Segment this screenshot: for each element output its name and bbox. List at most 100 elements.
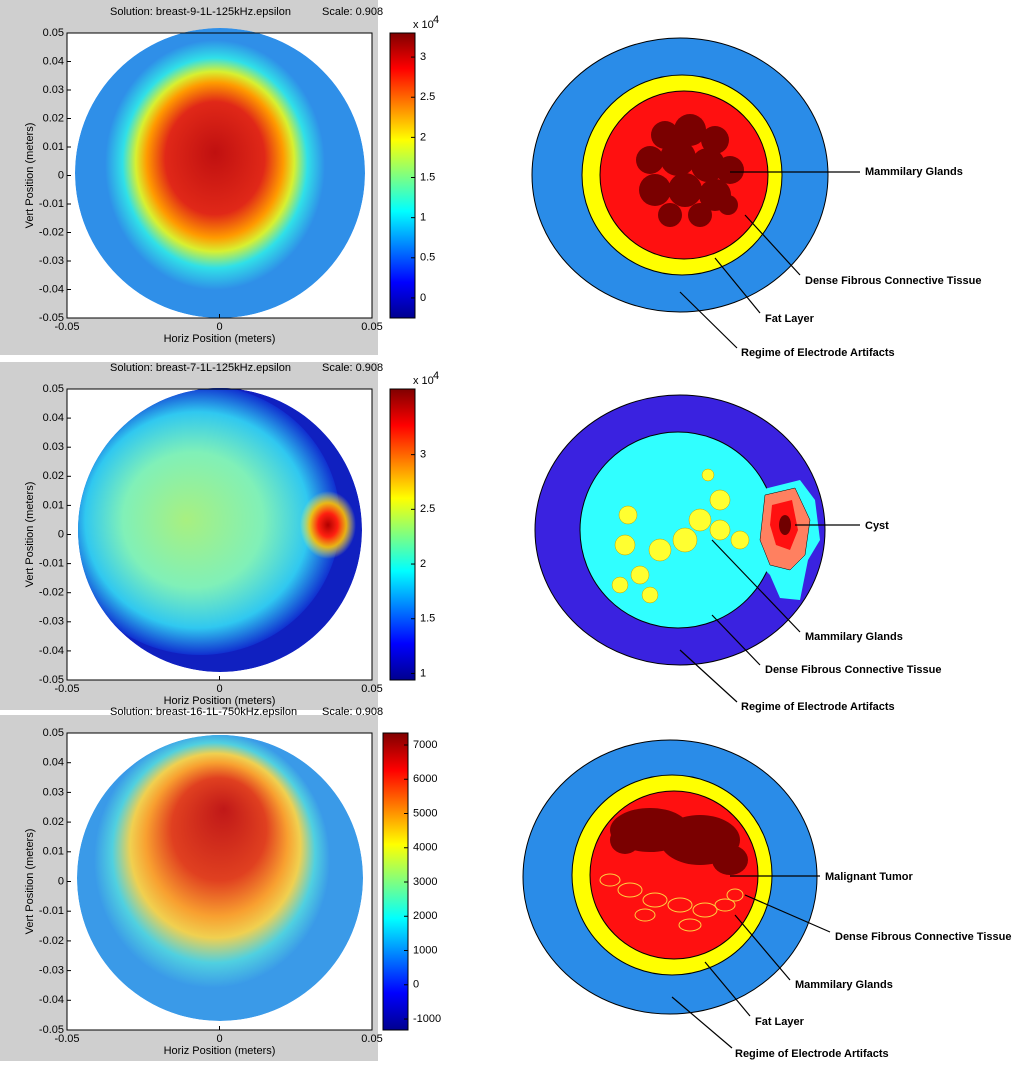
chart-subtitle: Scale: 0.908	[322, 6, 383, 18]
leader	[711, 614, 761, 666]
label: Mammilary Glands	[795, 979, 893, 991]
colorbar-tick-label: 1	[420, 667, 426, 679]
plots: -0.05 0 0.05 -0.05 -0.04 -0.03 -0.02 -0.01 0 0.01…	[24, 6, 441, 1057]
leader	[679, 291, 738, 349]
colorbar-tick-label: 2.5	[420, 503, 435, 515]
y-tick-label: 0.04	[43, 757, 64, 769]
label: Mammilary Glands	[805, 631, 903, 643]
colorbar-multiplier: x 10	[413, 19, 434, 31]
tumor	[610, 808, 748, 875]
label: Dense Fibrous Connective Tissue	[765, 664, 941, 676]
colorbar-tick-label: 2.5	[420, 91, 435, 103]
colorbar-multiplier: x 10	[413, 375, 434, 387]
field-core	[94, 735, 330, 988]
y-tick-label: 0.02	[43, 470, 64, 482]
label: Fat Layer	[765, 313, 815, 325]
label: Malignant Tumor	[825, 871, 914, 883]
colorbar-tick-label: 0.5	[420, 252, 435, 264]
heatmap-field	[78, 388, 362, 672]
leader	[744, 894, 831, 933]
x-tick-label: 0	[216, 683, 222, 695]
label: Mammilary Glands	[865, 166, 963, 178]
x-tick-label: 0	[216, 321, 222, 333]
leader	[671, 996, 733, 1049]
field-core	[78, 388, 340, 655]
cyst-core	[779, 515, 791, 535]
colorbar-tick-label: 7000	[413, 739, 437, 751]
x-axis-label: Horiz Position (meters)	[164, 1045, 276, 1057]
heatmap-field	[75, 28, 365, 318]
y-tick-label: -0.05	[39, 674, 64, 686]
diagram: Mammilary Glands Dense Fibrous Connectiv…	[531, 37, 981, 359]
label: Fat Layer	[755, 1016, 805, 1028]
colorbar-tick-label: -1000	[413, 1013, 441, 1025]
x-tick-label: -0.05	[54, 321, 79, 333]
y-tick-label: 0.01	[43, 499, 64, 511]
y-tick-label: 0.05	[43, 383, 64, 395]
y-tick-label: 0.03	[43, 441, 64, 453]
y-tick-label: 0.03	[43, 786, 64, 798]
colorbar-tick-label: 0	[413, 979, 419, 991]
y-tick-label: 0.01	[43, 846, 64, 858]
diagram: Cyst Mammilary Glands Dense Fibrous Conn…	[534, 394, 941, 713]
heatmap-field	[77, 735, 363, 1021]
y-tick-label: 0	[58, 875, 64, 887]
field-spot	[300, 491, 356, 559]
label: Dense Fibrous Connective Tissue	[835, 931, 1011, 943]
chart-title: Solution: breast-7-1L-125kHz.epsilon	[110, 362, 291, 374]
x-tick-label: -0.05	[54, 1033, 79, 1045]
x-tick-label: 0.05	[361, 321, 382, 333]
y-axis-label: Vert Position (meters)	[24, 482, 36, 588]
y-tick-label: -0.01	[39, 558, 64, 570]
colorbar-tick-label: 0	[420, 292, 426, 304]
y-tick-label: -0.03	[39, 255, 64, 267]
diagram: Malignant Tumor Dense Fibrous Connective…	[522, 739, 1011, 1060]
colorbar	[389, 32, 416, 319]
leader	[714, 257, 761, 314]
leader	[734, 914, 791, 981]
y-tick-label: -0.02	[39, 935, 64, 947]
y-tick-label: -0.05	[39, 312, 64, 324]
label: Dense Fibrous Connective Tissue	[805, 275, 981, 287]
colorbar-exponent: 4	[433, 14, 439, 26]
y-tick-label: -0.04	[39, 283, 64, 295]
y-tick-label: 0.02	[43, 112, 64, 124]
colorbar-tick-label: 1.5	[420, 171, 435, 183]
colorbar-exponent: 4	[433, 370, 439, 382]
label: Regime of Electrode Artifacts	[735, 1048, 889, 1060]
y-tick-label: -0.05	[39, 1024, 64, 1036]
y-tick-label: 0.02	[43, 816, 64, 828]
x-axis-label: Horiz Position (meters)	[164, 333, 276, 345]
colorbar-tick-label: 3000	[413, 876, 437, 888]
chart-subtitle: Scale: 0.908	[322, 362, 383, 374]
y-tick-label: 0.04	[43, 55, 64, 67]
colorbar-tick-label: 3	[420, 51, 426, 63]
colorbar-tick-label: 4000	[413, 842, 437, 854]
chart-title: Solution: breast-16-1L-750kHz.epsilon	[110, 706, 297, 718]
leader	[744, 214, 801, 276]
x-tick-label: -0.05	[54, 683, 79, 695]
colorbar-tick-label: 1	[420, 212, 426, 224]
chart-subtitle: Scale: 0.908	[322, 706, 383, 718]
y-tick-label: -0.02	[39, 226, 64, 238]
field-core	[105, 40, 325, 290]
colorbar-tick-label: 1.5	[420, 613, 435, 625]
y-tick-label: 0.05	[43, 727, 64, 739]
y-tick-label: 0	[58, 169, 64, 181]
x-tick-label: 0.05	[361, 683, 382, 695]
y-axis-label: Vert Position (meters)	[24, 123, 36, 229]
colorbar-tick-label: 1000	[413, 944, 437, 956]
y-tick-label: -0.04	[39, 645, 64, 657]
x-axis-label: Horiz Position (meters)	[164, 695, 276, 707]
glands	[611, 468, 750, 604]
x-tick-label: 0	[216, 1033, 222, 1045]
y-tick-label: -0.02	[39, 587, 64, 599]
colorbar-tick-label: 2000	[413, 910, 437, 922]
y-tick-label: 0.04	[43, 412, 64, 424]
y-tick-label: -0.01	[39, 905, 64, 917]
colorbar-tick-label: 3	[420, 449, 426, 461]
colorbar-tick-label: 6000	[413, 773, 437, 785]
y-tick-label: -0.03	[39, 616, 64, 628]
